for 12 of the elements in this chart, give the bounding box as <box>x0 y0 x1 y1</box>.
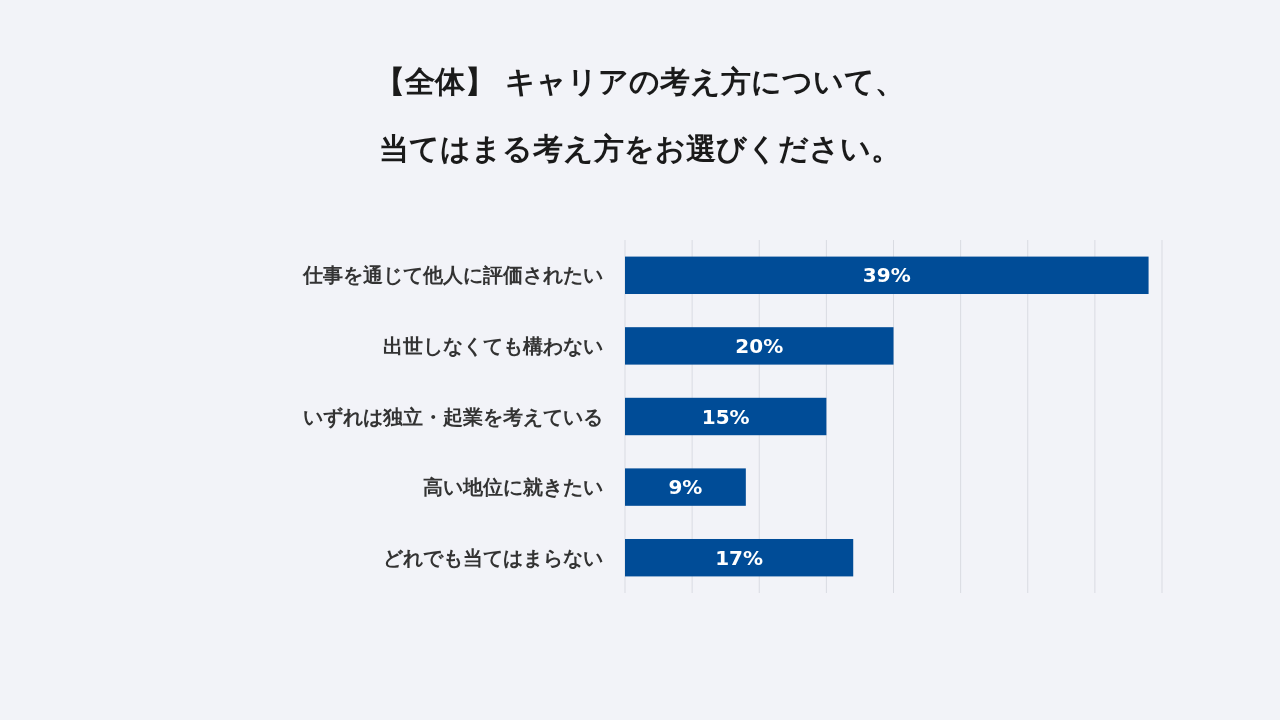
category: いずれは独立・起業を考えている <box>303 404 603 429</box>
data-label: 20% <box>735 333 784 358</box>
data-label: 17% <box>715 545 764 570</box>
category: どれでも当てはまらない <box>383 545 603 570</box>
data-label: 39% <box>862 263 911 288</box>
category: 高い地位に就きたい <box>423 475 603 500</box>
title: 【全体】 キャリアの考え方について、 <box>374 64 906 99</box>
category: 出世しなくても構わない <box>383 333 603 358</box>
title: 当てはまる考え方をお選びください。 <box>379 131 901 166</box>
data-label: 15% <box>701 404 750 429</box>
category: 仕事を通じて他人に評価されたい <box>303 263 603 288</box>
data-label: 9% <box>668 475 703 500</box>
